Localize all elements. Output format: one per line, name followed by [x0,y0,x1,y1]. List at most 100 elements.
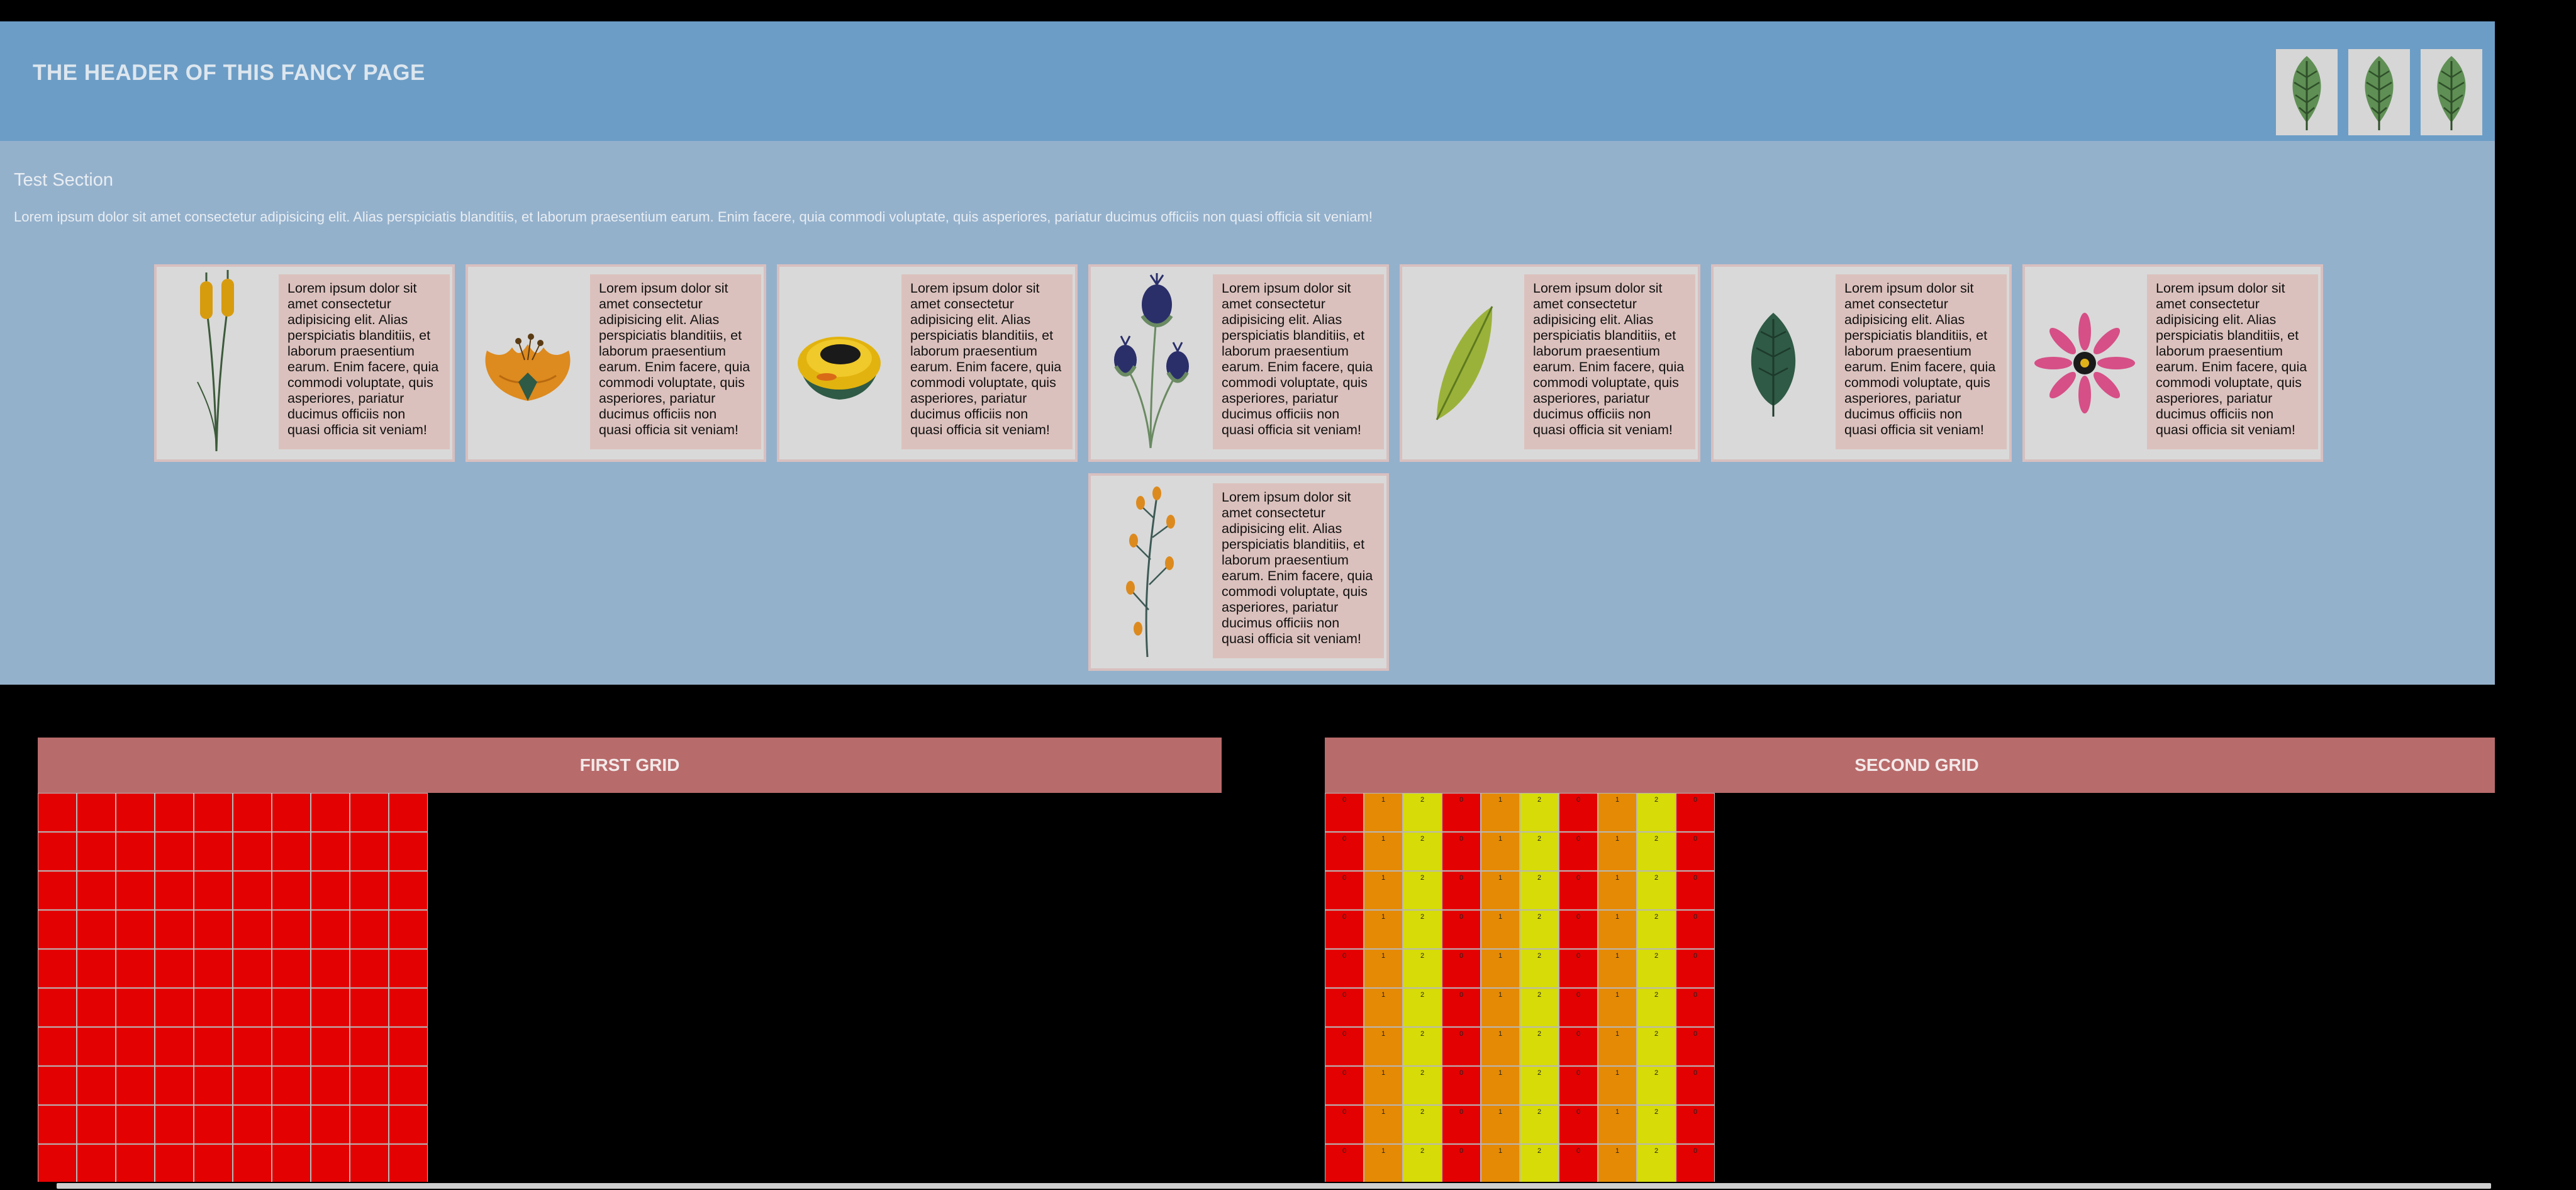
grid-cell: 2 [1637,949,1676,988]
grid-cell: 0 [1325,1105,1364,1144]
grid-cell [389,1144,428,1183]
flower-card: Lorem ipsum dolor sit amet consectetur a… [1088,264,1389,462]
grid-cell [389,1027,428,1066]
grid-cell: 1 [1364,1066,1403,1105]
grid-cell: 0 [1442,910,1481,949]
grid-cell [233,793,272,832]
grid-cell [194,832,233,871]
grid-cell: 0 [1442,793,1481,832]
grid-cell [272,988,311,1027]
dark-leaf-icon [1714,267,1833,459]
grid-cell: 0 [1442,1144,1481,1183]
grid-cell: 2 [1403,1066,1442,1105]
grid-cell: 2 [1403,832,1442,871]
grid-cell: 2 [1520,1105,1559,1144]
grid-cell: 1 [1481,910,1520,949]
grid-cell [389,1066,428,1105]
grid-cell [77,832,116,871]
grid-cell [272,1066,311,1105]
grid-cell: 0 [1676,949,1715,988]
grid-cell [155,871,194,910]
second-grid-header: SECOND GRID [1325,738,2509,793]
card-text: Lorem ipsum dolor sit amet consectetur a… [901,274,1073,449]
grid-cell: 2 [1520,871,1559,910]
test-section: Test Section Lorem ipsum dolor sit amet … [0,141,2495,685]
grid-cell: 1 [1598,988,1637,1027]
grid-cell [194,871,233,910]
grid-cell [350,871,389,910]
grid-cell [311,832,350,871]
yellow-flower-icon [779,267,899,459]
card-text: Lorem ipsum dolor sit amet consectetur a… [1524,274,1695,449]
grid-cell [116,1027,155,1066]
grid-cell [350,910,389,949]
grid-cell [311,793,350,832]
grid-cell: 1 [1364,1144,1403,1183]
grid-cell: 0 [1559,793,1598,832]
grid-cell: 1 [1481,1027,1520,1066]
grid-cell [389,949,428,988]
grid-cell [77,1144,116,1183]
grid-cell [272,1144,311,1183]
grid-cell: 0 [1559,1027,1598,1066]
grid-cell: 0 [1325,1144,1364,1183]
flower-card: Lorem ipsum dolor sit amet consectetur a… [466,264,766,462]
grid-cell [155,1027,194,1066]
vertical-scrollbar[interactable] [2495,0,2576,1190]
grid-cell [116,832,155,871]
card-text: Lorem ipsum dolor sit amet consectetur a… [1213,483,1384,658]
grid-cell [155,1066,194,1105]
grid-cell [350,949,389,988]
grid-cell: 2 [1637,793,1676,832]
grid-cell: 2 [1520,910,1559,949]
grid-cell: 1 [1364,1027,1403,1066]
grid-cell: 0 [1325,910,1364,949]
grid-cell [38,988,77,1027]
grid-cell: 0 [1676,1105,1715,1144]
grid-cell [38,832,77,871]
grid-cell [38,1066,77,1105]
grid-cell: 2 [1637,988,1676,1027]
grid-cell: 1 [1364,949,1403,988]
grid-cell: 0 [1676,832,1715,871]
grid-cell: 2 [1520,1066,1559,1105]
grid-cell [233,871,272,910]
grid-cell: 0 [1559,1144,1598,1183]
grid-cell: 1 [1481,1105,1520,1144]
grid-cell: 2 [1637,1105,1676,1144]
grid-cell: 1 [1598,871,1637,910]
grid-cell [38,1144,77,1183]
grid-cell [194,1144,233,1183]
grid-cell: 2 [1637,832,1676,871]
card-text: Lorem ipsum dolor sit amet consectetur a… [1213,274,1384,449]
page-header: THE HEADER OF THIS FANCY PAGE [0,21,2495,141]
grid-cell: 0 [1442,871,1481,910]
card-text: Lorem ipsum dolor sit amet consectetur a… [590,274,761,449]
grid-cell [116,910,155,949]
grid-cell [311,949,350,988]
grid-cell [272,910,311,949]
horizontal-scrollbar[interactable] [0,1182,2495,1190]
grid-cell: 2 [1520,793,1559,832]
grid-cell: 1 [1364,910,1403,949]
section-title: Test Section [14,170,113,190]
grid-cell [194,910,233,949]
grid-cell [38,871,77,910]
grid-cell [38,1105,77,1144]
grid-cell: 0 [1676,988,1715,1027]
grid-cell [233,988,272,1027]
grid-cell: 0 [1676,1027,1715,1066]
grid-cell: 2 [1637,871,1676,910]
grid-cell: 1 [1481,871,1520,910]
grid-cell [116,988,155,1027]
horizontal-scrollbar-thumb[interactable] [57,1183,2491,1189]
grid-cell: 2 [1403,871,1442,910]
grid-cell: 2 [1520,832,1559,871]
grid-cell [233,949,272,988]
grid-cell [155,793,194,832]
grid-cell: 0 [1559,910,1598,949]
grid-cell [155,832,194,871]
grid-cell [272,832,311,871]
grid-cell [194,949,233,988]
